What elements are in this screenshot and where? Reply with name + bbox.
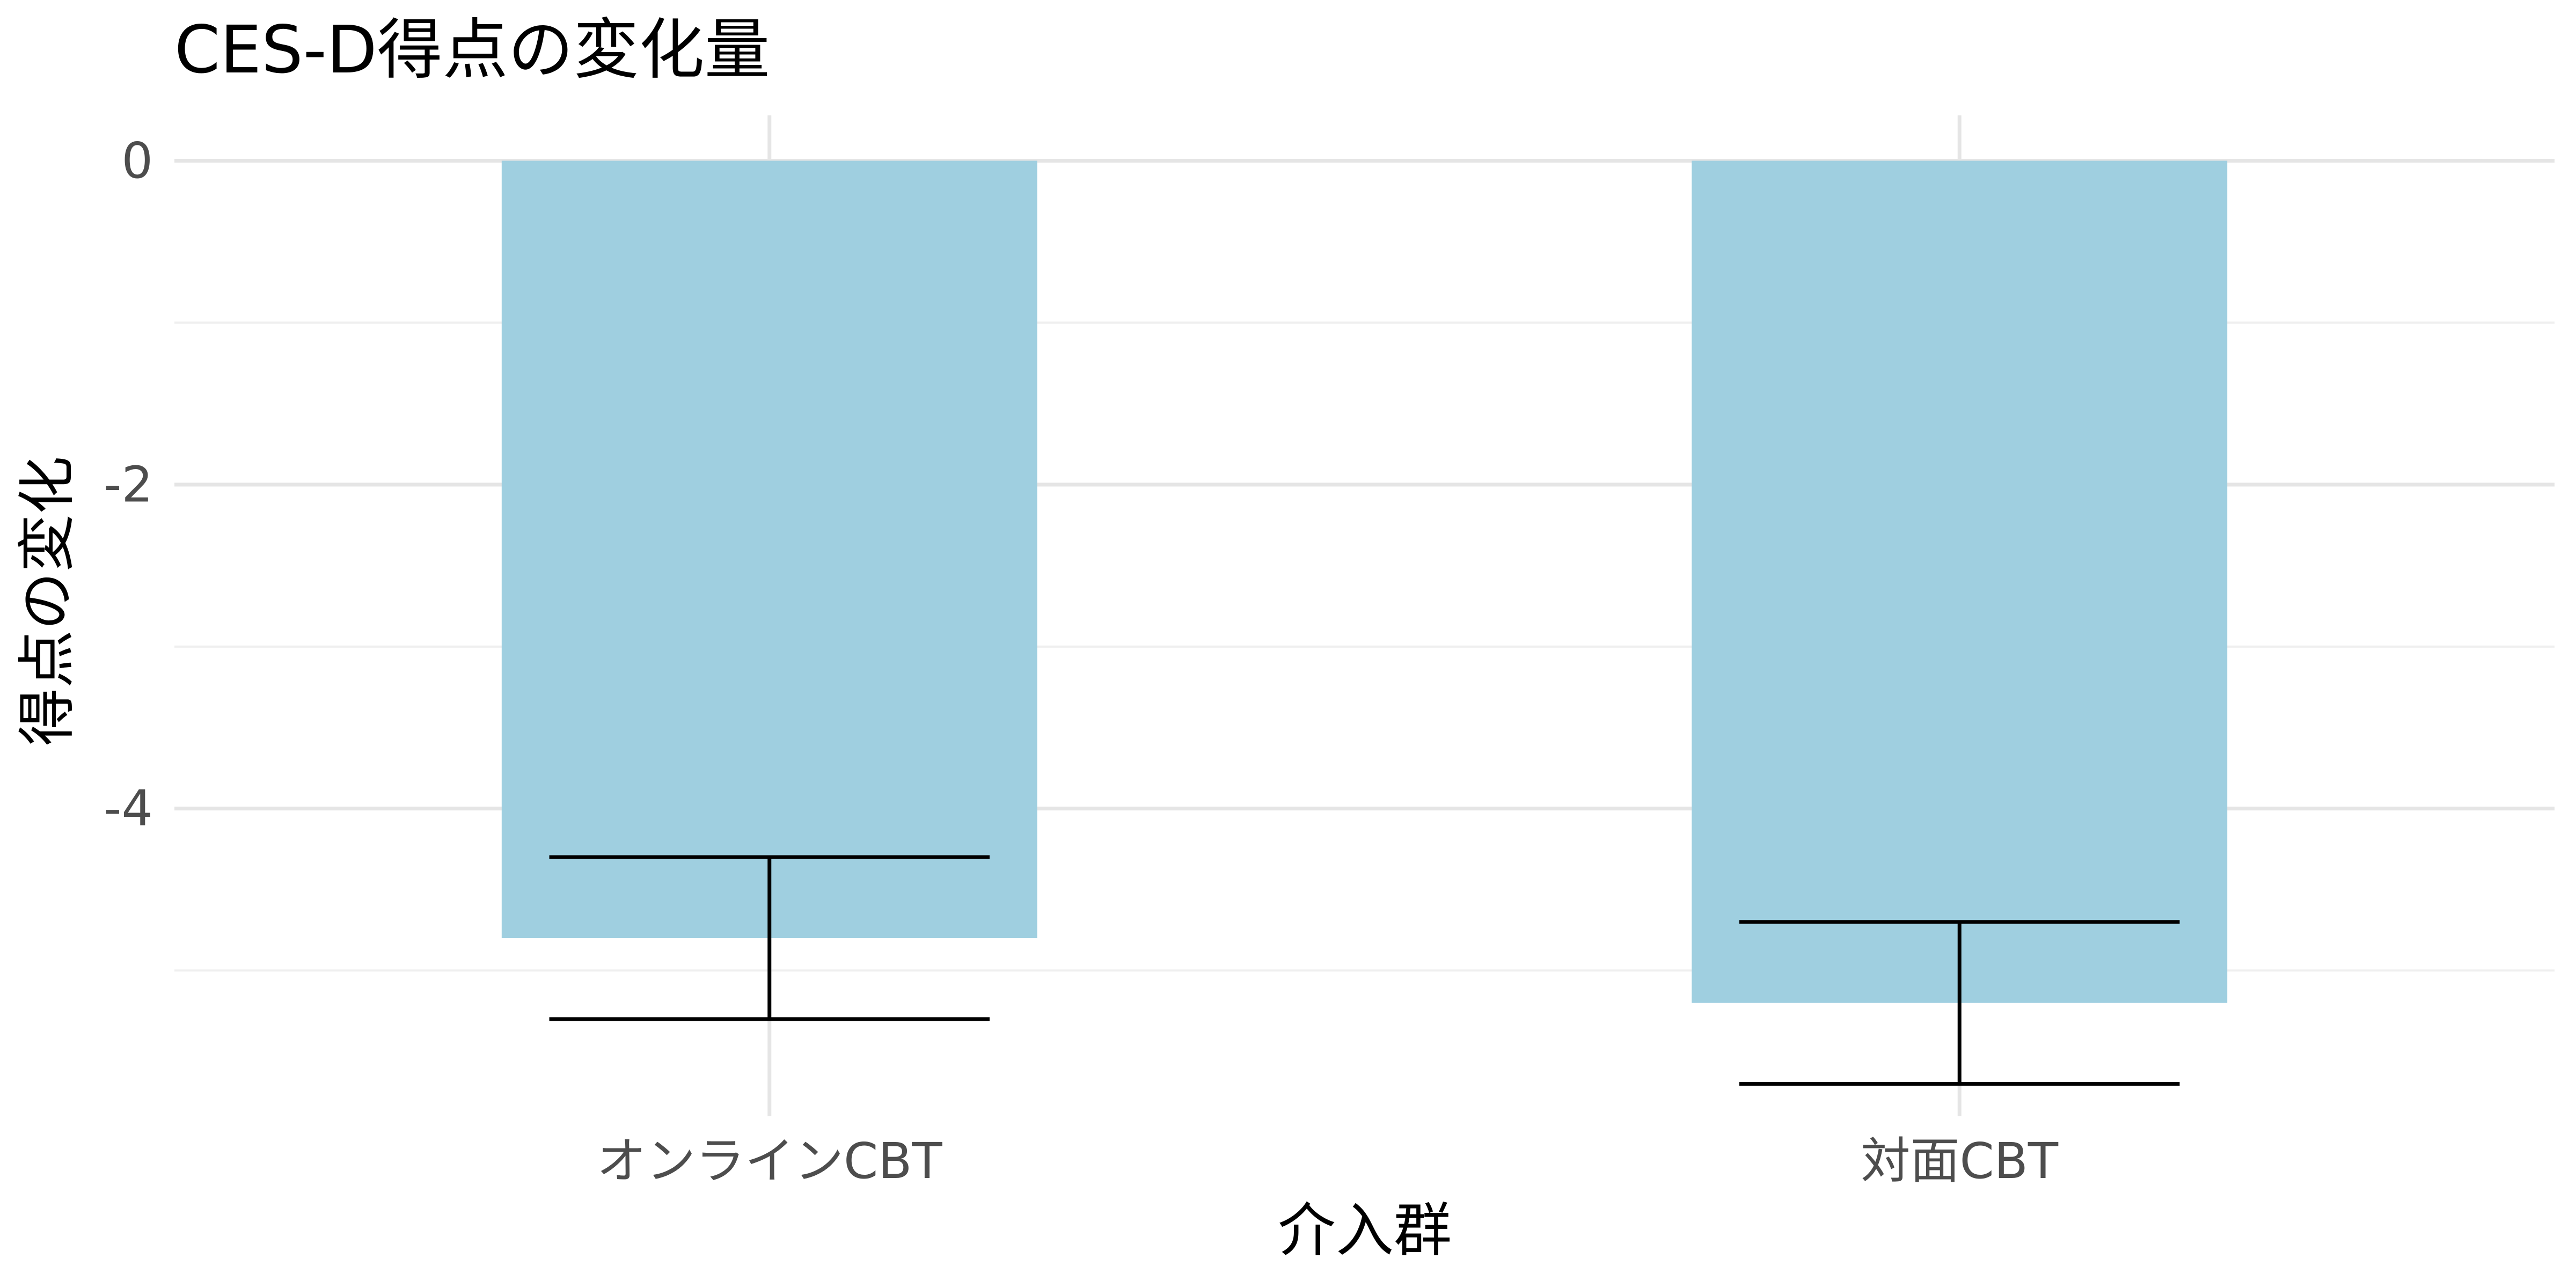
y-axis-title: 得点の変化 [14,456,81,746]
y-tick-label: -4 [104,780,153,837]
x-axis-title: 介入群 [1278,1197,1452,1264]
x-tick-labels: オンラインCBT 対面CBT [597,1132,2059,1190]
bars [501,160,2228,1003]
error-bar [549,855,990,1021]
chart-title: CES-D得点の変化量 [174,12,770,88]
error-bar [1739,920,2180,1086]
x-tick-label: 対面CBT [1861,1132,2058,1190]
y-tick-label: 0 [121,132,153,189]
bar [1692,160,2228,1003]
y-tick-labels: 0 -2 -4 [104,132,153,837]
error-bars [549,855,2180,1086]
x-tick-label: オンラインCBT [597,1132,942,1190]
bar [501,160,1037,939]
y-tick-label: -2 [104,456,153,514]
